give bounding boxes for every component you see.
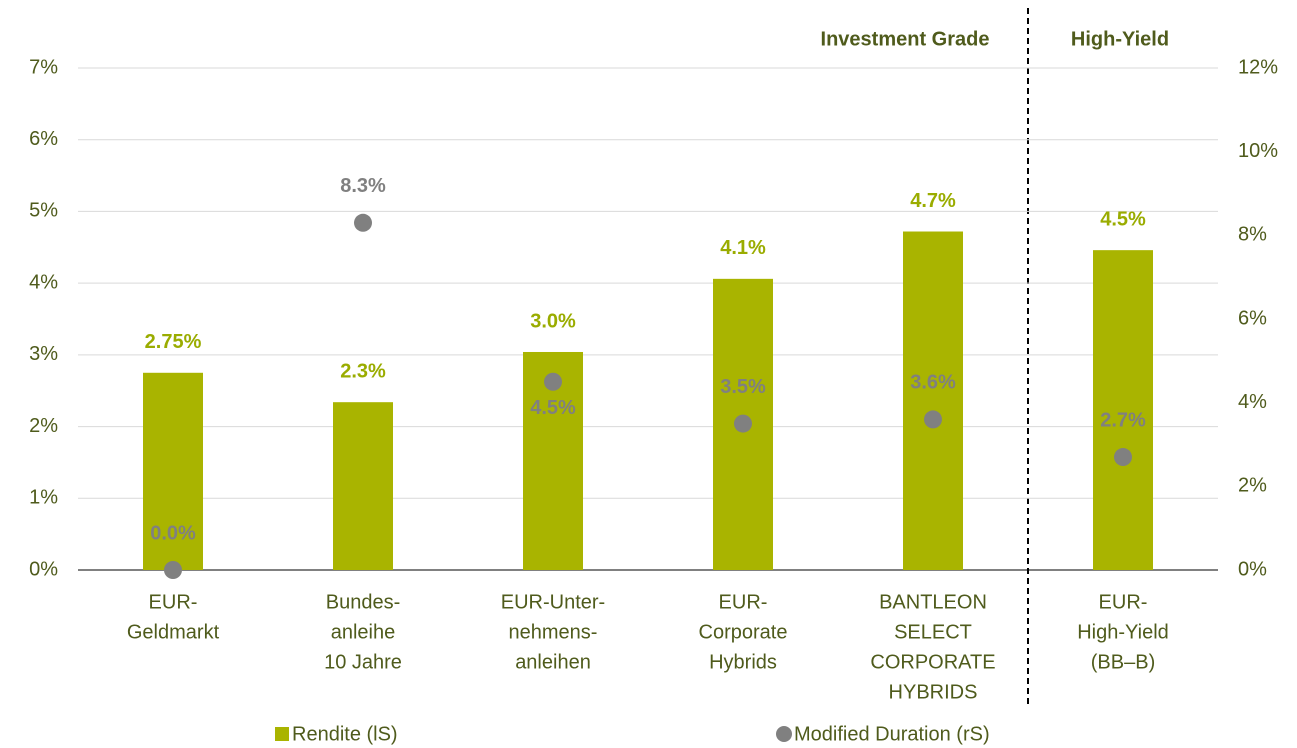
annotation: Investment Grade <box>821 28 990 50</box>
legend-label: Rendite (lS) <box>292 723 398 745</box>
data-label: 4.7% <box>910 190 956 212</box>
data-label: 4.5% <box>530 397 576 419</box>
y2-tick-label: 4% <box>1238 391 1267 413</box>
y-tick-label: 5% <box>29 200 58 222</box>
data-label: 2.75% <box>145 331 202 353</box>
x-tick-label: HYBRIDS <box>889 681 978 703</box>
bar <box>903 231 963 570</box>
data-label: 2.7% <box>1100 409 1146 431</box>
legend-swatch <box>776 726 792 742</box>
data-label: 3.6% <box>910 372 956 394</box>
point <box>544 372 562 391</box>
data-label: 4.5% <box>1100 208 1146 230</box>
data-label: 4.1% <box>720 237 766 259</box>
y-tick-label: 4% <box>29 271 58 293</box>
x-tick-label: BANTLEON <box>879 591 987 613</box>
legend-label: Modified Duration (rS) <box>794 723 990 745</box>
x-tick-label: Corporate <box>699 621 788 643</box>
y2-tick-label: 8% <box>1238 224 1267 246</box>
x-tick-label: 10 Jahre <box>324 651 402 673</box>
x-tick-label: CORPORATE <box>870 651 995 673</box>
y-tick-label: 2% <box>29 415 58 437</box>
point <box>734 414 752 433</box>
data-label: 0.0% <box>150 522 196 544</box>
point <box>164 561 182 579</box>
y-tick-label: 1% <box>29 487 58 509</box>
x-tick-label: EUR- <box>1099 591 1148 613</box>
point <box>1114 448 1132 467</box>
point <box>354 213 372 232</box>
legend-swatch <box>275 727 289 741</box>
data-label: 3.5% <box>720 376 766 398</box>
x-tick-label: EUR- <box>719 591 768 613</box>
y2-tick-label: 10% <box>1238 140 1278 162</box>
bar <box>333 402 393 570</box>
x-tick-label: Geldmarkt <box>127 621 220 643</box>
y-tick-label: 3% <box>29 343 58 365</box>
x-tick-label: EUR-Unter- <box>501 591 605 613</box>
x-tick-label: Bundes- <box>326 591 401 613</box>
bar <box>143 372 203 570</box>
x-tick-label: (BB–B) <box>1091 651 1155 673</box>
y-tick-label: 6% <box>29 128 58 150</box>
x-tick-label: anleihe <box>331 621 396 643</box>
data-label: 3.0% <box>530 310 576 332</box>
y2-tick-label: 0% <box>1238 558 1267 580</box>
bar <box>1093 250 1153 570</box>
x-tick-label: anleihen <box>515 651 591 673</box>
x-tick-label: High-Yield <box>1077 621 1169 643</box>
annotation: High-Yield <box>1071 28 1169 50</box>
x-tick-label: EUR- <box>149 591 198 613</box>
y2-tick-label: 12% <box>1238 56 1278 78</box>
x-tick-label: nehmens- <box>509 621 598 643</box>
x-tick-label: SELECT <box>894 621 972 643</box>
y-tick-label: 7% <box>29 56 58 78</box>
x-tick-label: Hybrids <box>709 651 777 673</box>
y2-tick-label: 6% <box>1238 307 1267 329</box>
point <box>924 410 942 429</box>
y-tick-label: 0% <box>29 558 58 580</box>
y2-tick-label: 2% <box>1238 475 1267 497</box>
data-label: 2.3% <box>340 360 386 382</box>
data-label: 8.3% <box>340 175 386 197</box>
